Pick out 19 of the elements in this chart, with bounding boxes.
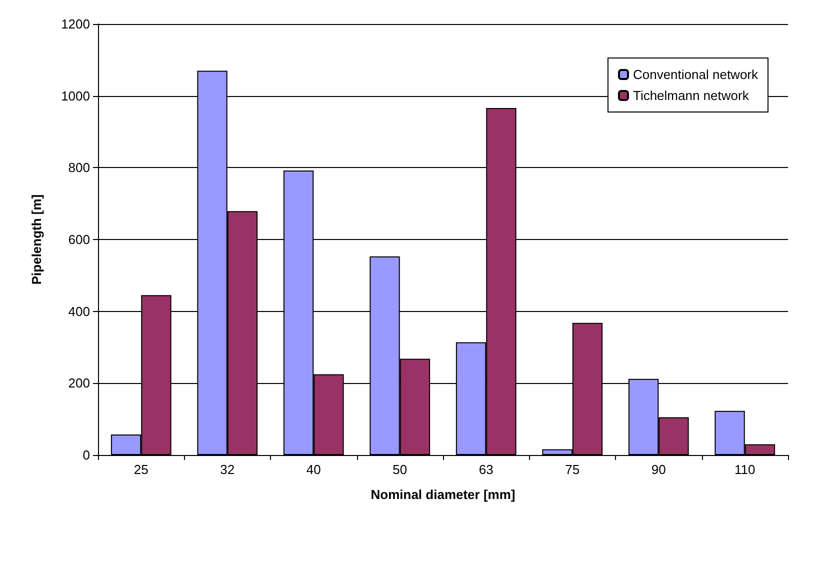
x-tick-label: 40 xyxy=(306,462,321,477)
x-tick-label: 75 xyxy=(565,462,580,477)
x-tick-label: 50 xyxy=(392,462,408,477)
legend-label: Conventional network xyxy=(632,67,758,82)
y-tick-label: 0 xyxy=(82,448,90,462)
y-tick-label: 1200 xyxy=(61,16,90,32)
x-tick-label: 25 xyxy=(134,462,148,477)
y-axis-title: Pipelength [m] xyxy=(29,194,44,285)
y-tick-label: 800 xyxy=(68,160,90,176)
y-tick-label: 1000 xyxy=(61,88,90,104)
x-tick-label: 110 xyxy=(734,462,756,477)
x-tick-label: 63 xyxy=(478,462,494,477)
x-tick-label: 32 xyxy=(220,462,235,477)
legend-label: Tichelmann network xyxy=(632,88,750,103)
x-tick-label: 90 xyxy=(651,462,666,477)
y-tick-label: 200 xyxy=(68,376,90,391)
y-tick-label: 400 xyxy=(68,304,90,319)
y-tick-label: 600 xyxy=(68,232,90,247)
x-axis-title: Nominal diameter [mm] xyxy=(370,487,516,502)
